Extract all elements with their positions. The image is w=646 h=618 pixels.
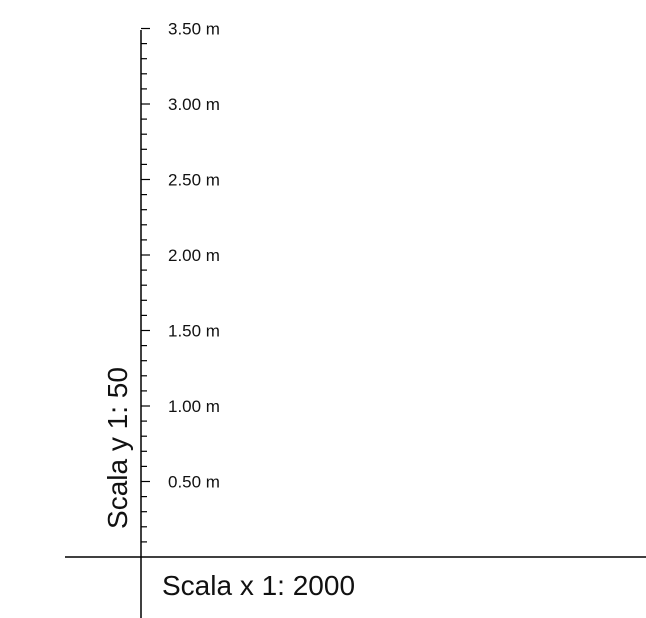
y-tick-label: 1.00 m <box>168 397 220 416</box>
y-tick-label: 2.00 m <box>168 246 220 265</box>
y-axis-ticks <box>141 27 150 543</box>
y-tick-label: 3.50 m <box>168 20 220 39</box>
y-tick-label: 0.50 m <box>168 473 220 492</box>
y-scale-label: Scala y 1: 50 <box>102 367 133 529</box>
y-axis-tick-labels: 0.50 m 1.00 m 1.50 m 2.00 m 2.50 m 3.00 m 3.50… <box>168 20 220 492</box>
y-tick-label: 2.50 m <box>168 171 220 190</box>
y-tick-label: 3.00 m <box>168 95 220 114</box>
x-scale-label: Scala x 1: 2000 <box>162 570 355 601</box>
y-tick-label: 1.50 m <box>168 322 220 341</box>
